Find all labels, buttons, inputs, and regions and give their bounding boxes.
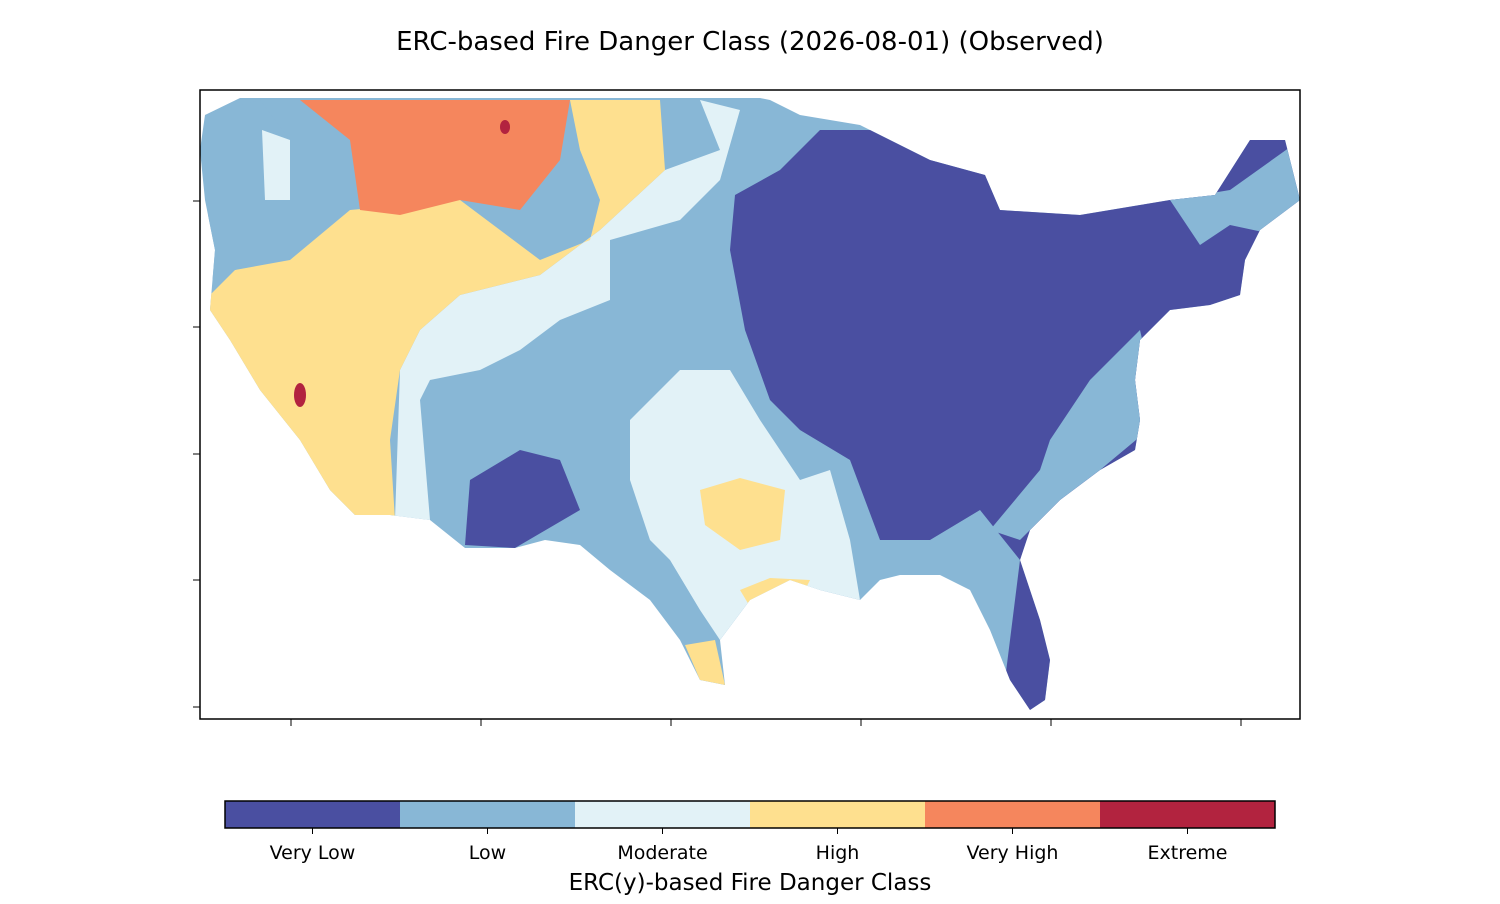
danger-region: [990, 330, 1160, 540]
danger-region: [294, 383, 306, 407]
danger-region: [700, 478, 785, 550]
colorbar-frame: [224, 800, 1276, 829]
colorbar-swatch: [750, 801, 925, 828]
danger-region: [262, 130, 290, 200]
danger-region: [685, 640, 725, 685]
map-ticks: [193, 200, 1242, 726]
danger-region: [1170, 140, 1300, 245]
colorbar-tick-label: Extreme: [1148, 842, 1228, 864]
colorbar-tick-label: Very Low: [270, 842, 356, 864]
danger-region: [500, 120, 510, 134]
colorbar-tick-label: Low: [469, 842, 506, 864]
colorbar-swatch: [575, 801, 750, 828]
map-title: ERC-based Fire Danger Class (2026-08-01)…: [396, 27, 1104, 57]
colorbar-swatch: [400, 801, 575, 828]
colorbar-label: ERC(y)-based Fire Danger Class: [569, 870, 932, 896]
colorbar-swatch: [1100, 801, 1275, 828]
colorbar-tick-label: Very High: [967, 842, 1059, 864]
danger-region: [205, 100, 665, 520]
colorbar-tick-label: Moderate: [617, 842, 707, 864]
colorbar-swatch: [225, 801, 400, 828]
danger-region: [465, 450, 580, 548]
colorbar-tick-label: High: [816, 842, 860, 864]
danger-map: [200, 98, 1300, 710]
map-frame: [199, 89, 1301, 720]
colorbar: Very Low Low Moderate High Very High Extreme: [224, 800, 1276, 864]
colorbar-swatch: [925, 801, 1100, 828]
danger-region: [395, 100, 740, 520]
